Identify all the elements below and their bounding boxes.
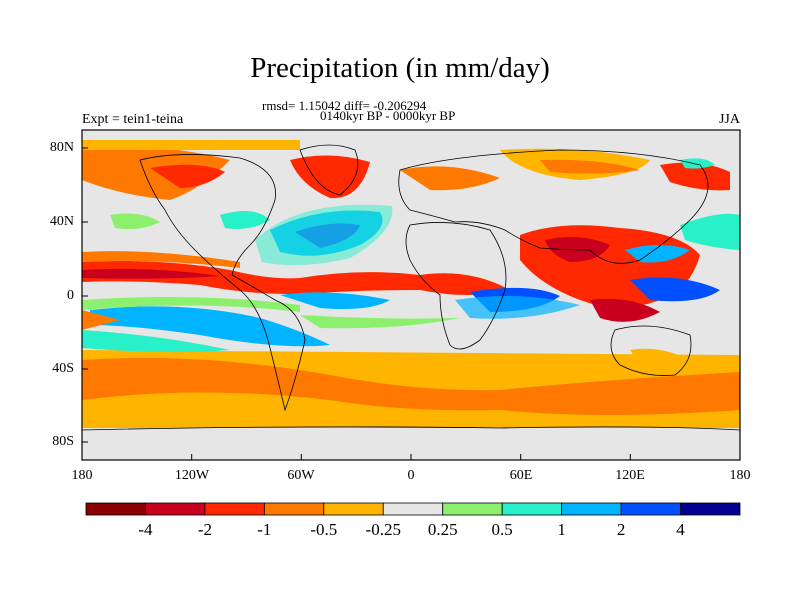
colorbar-label: -4 <box>138 520 153 539</box>
colorbar-box <box>382 502 444 516</box>
greenland-outline <box>299 144 359 196</box>
colorbar-box <box>501 502 563 516</box>
colorbar-box <box>323 502 384 516</box>
region-itcz-orange <box>82 251 240 268</box>
experiment-label: Expt = tein1-teina <box>82 112 184 127</box>
colorbar-box <box>145 502 206 516</box>
region-siberia-orange <box>540 159 640 174</box>
region-spacific-blue <box>90 306 330 347</box>
region-spacific-cyan <box>82 330 230 353</box>
americas-outline <box>139 154 306 412</box>
region-natlantic-cyan <box>255 204 393 266</box>
y-tick-label: 80S <box>52 434 74 449</box>
x-tick-label: 180 <box>71 468 93 483</box>
x-tick-label: 120W <box>174 468 210 483</box>
region-eq-atl-blue <box>280 292 390 309</box>
australia-outline <box>610 325 692 376</box>
region-wpac-orange <box>82 310 120 330</box>
stats-line: rmsd= 1.15042 diff= -0.206294 <box>262 98 427 113</box>
region-europe-orange <box>400 166 500 191</box>
y-tick-label: 40S <box>52 361 74 376</box>
x-tick-label: 60W <box>287 468 315 483</box>
region-greenland-red <box>290 155 370 199</box>
colorbar-label: 4 <box>676 520 685 539</box>
precip-field <box>82 140 740 460</box>
y-tick-label: 80N <box>49 140 74 155</box>
region-australia-yellow <box>630 348 690 367</box>
colorbar-label: 0.25 <box>427 520 458 539</box>
y-tick-label: 40N <box>49 214 74 229</box>
colorbar-box <box>680 502 741 516</box>
region-wpac-blue <box>630 277 720 302</box>
africa-outline <box>405 222 507 350</box>
x-tick-label: 120E <box>615 468 645 483</box>
region-southern-orange <box>82 357 740 415</box>
colorbar-label: -0.25 <box>365 520 401 539</box>
coastlines <box>82 144 740 431</box>
region-nwpac-blue <box>625 245 690 263</box>
colorbar-box <box>204 502 265 516</box>
region-itcz-red <box>82 261 510 295</box>
region-wpac-darkred <box>590 298 660 322</box>
colorbar-label: 2 <box>616 520 626 539</box>
colorbar-box <box>561 502 622 516</box>
colorbar-box <box>85 502 146 516</box>
region-bering-cyan <box>680 158 715 169</box>
season-label: JJA <box>718 112 740 127</box>
region-arctic-yellow <box>82 140 300 150</box>
colorbar-label: 0.5 <box>491 520 513 539</box>
region-spacific-green <box>82 296 300 312</box>
x-tick-label: 0 <box>407 468 415 483</box>
chart-title: Precipitation (in mm/day) <box>250 52 550 84</box>
region-us-cyan <box>220 211 270 229</box>
colorbar-label: 1 <box>557 520 566 539</box>
colorbar <box>85 502 741 516</box>
region-itcz-darkred <box>82 268 220 279</box>
region-nwpac-cyan <box>680 213 740 250</box>
period-line: 0140kyr BP - 0000kyr BP <box>320 108 456 123</box>
colorbar-box <box>442 502 503 516</box>
antarctica-outline <box>82 426 740 431</box>
region-indian-lightblue <box>455 296 580 319</box>
eurasia-outline <box>398 149 709 264</box>
region-sacl-green <box>300 315 460 329</box>
axis-ticks <box>81 147 741 460</box>
region-nam-red <box>150 164 225 188</box>
colorbar-label: -0.5 <box>310 520 338 539</box>
region-pac-green <box>110 213 160 230</box>
colorbar-label: -1 <box>257 520 272 539</box>
region-npac-red <box>660 162 730 191</box>
colorbar-box <box>263 502 325 516</box>
colorbar-label: -2 <box>197 520 212 539</box>
y-tick-label: 0 <box>67 288 74 303</box>
colorbar-box <box>620 502 681 516</box>
x-tick-label: 60E <box>509 468 533 483</box>
x-tick-label: 180 <box>729 468 751 483</box>
